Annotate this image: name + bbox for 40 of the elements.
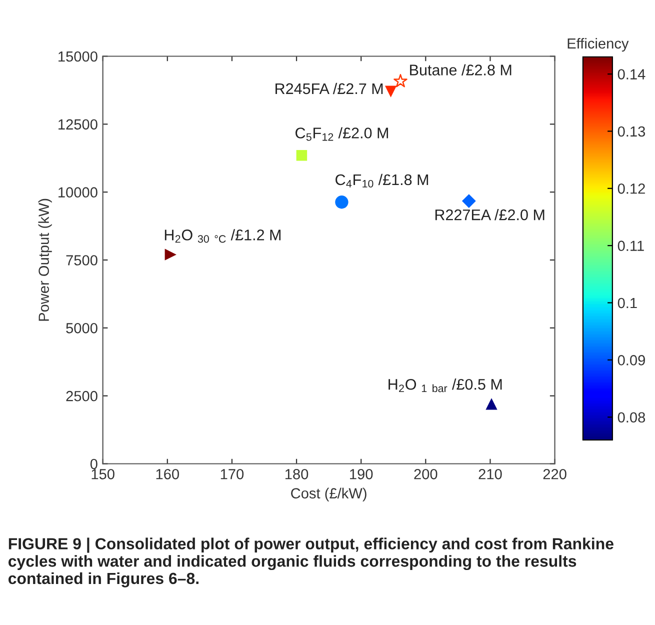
y-axis-title: Power Output (kW) [38, 198, 52, 321]
x-tick-label: 160 [156, 468, 179, 480]
x-tick-label: 170 [220, 468, 244, 480]
y-tick-label: 7500 [66, 255, 98, 266]
series-label: H$_{2}$O $_{1 bar}$ /£0.5 M [388, 378, 502, 392]
point [486, 398, 498, 410]
series-label: C$_{4}$F$_{10}$ /£1.8 M [336, 174, 428, 188]
point [296, 150, 308, 161]
point [335, 196, 348, 209]
y-tick-label: 10000 [58, 187, 98, 198]
color-bar-label: 0.08 [618, 412, 646, 423]
y-tick-label: 0 [90, 458, 98, 470]
x-tick-label: 190 [350, 468, 373, 480]
color-bar-title: Efficiency [568, 38, 629, 52]
x-axis-title: Cost (£/kW) [291, 488, 366, 502]
series-label: H$_{2}$O $_{30 °C}$ /£1.2 M [164, 229, 281, 243]
x-tick-label: 180 [285, 468, 308, 480]
series-label: R227EA /£2.0 M [435, 209, 544, 220]
point [164, 248, 176, 260]
color-bar-label: 0.12 [618, 183, 645, 194]
y-tick-label: 5000 [66, 323, 98, 334]
y-tick-label: 2500 [66, 390, 98, 402]
series-label: C$_{5}$F$_{12}$ /£2.0 M [296, 127, 388, 141]
caption: FIGURE 9 | Consolidated plot of power output, efficiency and cost from Rankine cycles with water and indicated organic fluids corresponding to the results contained in Figures 6–8. [8, 538, 614, 588]
point [394, 74, 408, 88]
color-bar-label: 0.14 [618, 69, 646, 80]
x-tick-label: 200 [414, 468, 438, 480]
y-tick-label: 15000 [58, 51, 98, 62]
x-tick-label: 220 [543, 468, 566, 480]
point [384, 86, 397, 98]
y-tick-label: 12500 [58, 119, 98, 130]
color-bar-label: 0.11 [618, 240, 644, 252]
series-label: R245FA /£2.7 M [276, 82, 383, 94]
x-tick-label: 150 [92, 468, 114, 480]
x-tick-label: 210 [478, 468, 502, 480]
series-label: Butane /£2.8 M [410, 64, 512, 76]
color-bar-label: 0.09 [618, 355, 645, 366]
color-bar-label: 0.13 [618, 126, 646, 137]
color-bar-label: 0.1 [618, 298, 637, 308]
point [462, 194, 476, 208]
